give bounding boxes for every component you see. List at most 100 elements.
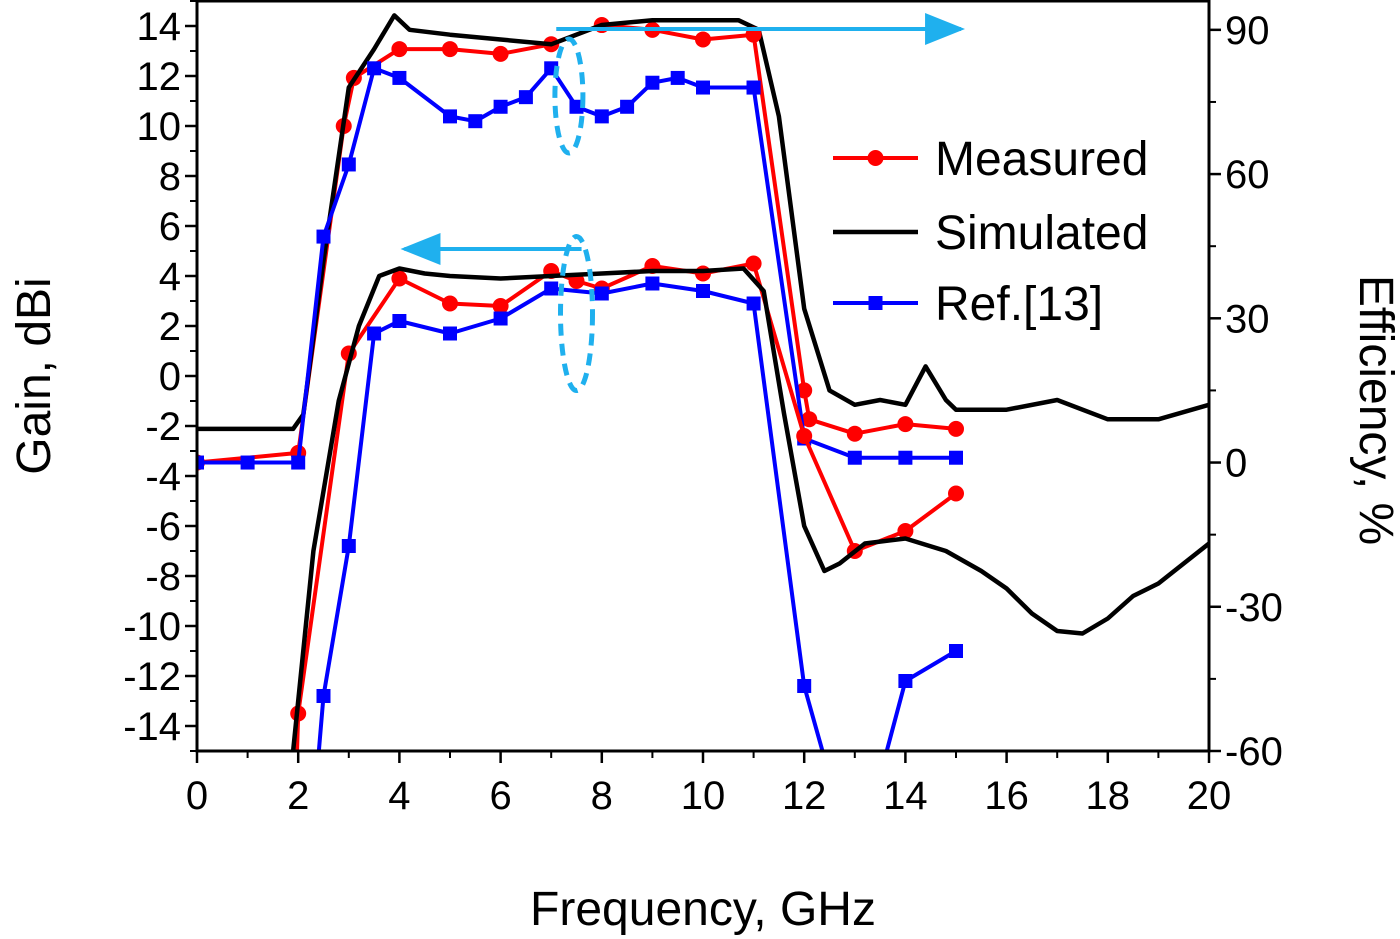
data-point-measured xyxy=(897,523,914,539)
data-point-ref-13 xyxy=(316,689,331,703)
data-point-measured xyxy=(695,265,711,282)
y-right-tick-label: 60 xyxy=(1225,153,1270,197)
y-left-tick-label: 4 xyxy=(159,255,181,299)
y-left-tick-label: -8 xyxy=(145,555,181,599)
data-point-ref-13 xyxy=(367,326,382,341)
data-point-ref-13 xyxy=(645,276,660,291)
y-left-tick-label: 8 xyxy=(159,155,181,199)
y-axis-right-title: Efficiency, % xyxy=(1349,275,1400,545)
annotation-layer xyxy=(400,13,966,393)
ticks-layer: 0 2 4 6 8 10 12 14 16 18 2014121086420-2-4-6-8-10-… xyxy=(123,0,1283,818)
data-point-ref-13 xyxy=(645,75,660,90)
x-axis-title: Frequency, GHz xyxy=(530,883,876,936)
data-point-ref-13 xyxy=(493,99,508,114)
data-point-ref-13 xyxy=(746,80,761,95)
data-point-ref-13 xyxy=(518,90,533,105)
data-point-measured xyxy=(948,485,964,502)
series-line-measured xyxy=(751,34,957,436)
data-point-ref-13 xyxy=(898,674,913,688)
y-right-tick-label: -30 xyxy=(1225,586,1283,630)
series-ref-13-efficiency xyxy=(746,80,963,465)
x-tick-label: 18 xyxy=(1086,774,1131,818)
data-point-measured xyxy=(948,420,964,437)
data-point-ref-13 xyxy=(696,284,710,298)
series-line-measured xyxy=(295,261,958,751)
data-point-measured xyxy=(442,41,458,58)
data-point-measured xyxy=(796,428,813,444)
data-point-ref-13 xyxy=(949,450,963,465)
data-point-ref-13 xyxy=(696,80,710,95)
data-point-ref-13 xyxy=(392,314,407,328)
data-point-ref-13 xyxy=(240,455,255,470)
data-point-measured xyxy=(897,416,914,433)
data-point-measured xyxy=(745,255,762,272)
data-point-ref-13 xyxy=(569,99,584,114)
x-tick-label: 6 xyxy=(489,774,511,818)
series-simulated-gain xyxy=(290,266,1209,751)
legend-label-simulated: Simulated xyxy=(935,207,1148,260)
data-point-ref-13 xyxy=(367,61,382,76)
data-point-ref-13 xyxy=(341,157,356,172)
legend-label-measured: Measured xyxy=(935,133,1148,186)
series-line-simulated xyxy=(197,13,1209,432)
x-tick-label: 8 xyxy=(591,774,613,818)
x-tick-label: 10 xyxy=(681,774,726,818)
x-tick-label: 20 xyxy=(1187,774,1232,818)
data-point-measured xyxy=(492,45,509,62)
y-left-tick-label: -4 xyxy=(145,455,181,499)
y-axis-left-title: Gain, dBi xyxy=(8,277,61,474)
y-left-tick-label: -10 xyxy=(123,605,181,649)
data-point-measured xyxy=(391,270,408,287)
x-tick-label: 4 xyxy=(388,774,410,818)
data-point-ref-13 xyxy=(316,229,331,244)
data-point-measured xyxy=(492,298,509,314)
data-point-ref-13 xyxy=(392,70,407,85)
y-left-tick-label: 12 xyxy=(137,55,182,99)
x-tick-label: 2 xyxy=(287,774,309,818)
y-left-tick-label: 2 xyxy=(159,305,181,349)
efficiency-marker-ellipse xyxy=(552,36,586,156)
data-point-measured xyxy=(801,411,818,428)
y-left-tick-label: 10 xyxy=(137,105,182,149)
data-point-ref-13 xyxy=(594,286,609,301)
data-point-measured xyxy=(442,295,458,312)
x-tick-label: 12 xyxy=(782,774,827,818)
series-ref-13-gain xyxy=(301,276,963,883)
x-tick-label: 16 xyxy=(984,774,1029,818)
y-right-tick-label: -60 xyxy=(1225,730,1283,774)
y-left-tick-label: 14 xyxy=(137,5,182,49)
x-tick-label: 14 xyxy=(883,774,928,818)
data-point-ref-13 xyxy=(847,450,862,465)
data-point-ref-13 xyxy=(291,455,306,470)
data-point-measured xyxy=(391,41,408,58)
y-right-tick-label: 30 xyxy=(1225,297,1270,341)
series-measured-efficiency xyxy=(197,17,762,471)
data-point-ref-13 xyxy=(301,869,315,883)
y-right-tick-label: 0 xyxy=(1225,442,1247,486)
plot-frame xyxy=(195,0,1211,753)
series-line-measured xyxy=(197,23,754,465)
legend-label-ref-13: Ref.[13] xyxy=(935,278,1103,331)
data-point-ref-13 xyxy=(670,70,685,85)
data-point-measured xyxy=(695,31,711,48)
data-point-ref-13 xyxy=(443,326,457,341)
data-point-ref-13 xyxy=(797,679,812,693)
series-ref-13-efficiency xyxy=(197,61,761,470)
y-left-tick-label: -6 xyxy=(145,505,181,549)
data-point-ref-13 xyxy=(594,109,609,124)
series-simulated-efficiency xyxy=(197,13,1209,432)
legend-marker-ref-13 xyxy=(868,296,883,310)
y-left-tick-label: -14 xyxy=(123,705,181,749)
y-right-tick-label: 90 xyxy=(1225,9,1270,53)
data-point-measured xyxy=(796,382,813,399)
data-point-measured xyxy=(285,868,301,884)
data-point-ref-13 xyxy=(898,450,913,465)
legend-marker-measured xyxy=(867,150,884,166)
x-tick-label: 0 xyxy=(186,774,208,818)
data-point-ref-13 xyxy=(620,99,635,114)
y-left-tick-label: 0 xyxy=(159,355,181,399)
series-layer xyxy=(197,13,1209,884)
data-point-ref-13 xyxy=(197,455,204,470)
data-point-ref-13 xyxy=(341,539,356,553)
data-point-ref-13 xyxy=(493,311,508,326)
